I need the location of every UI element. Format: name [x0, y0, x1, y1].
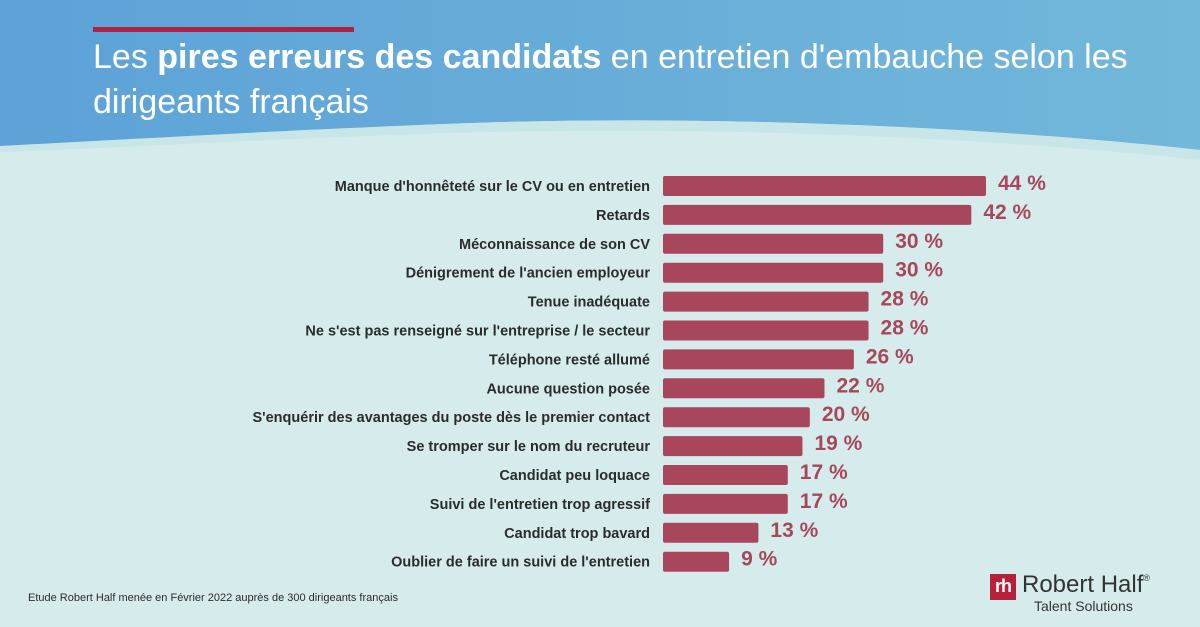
logo-subtitle: Talent Solutions [1034, 598, 1133, 614]
bar [663, 465, 788, 485]
bar [663, 551, 730, 572]
value-label: 22 % [837, 374, 885, 397]
footnote: Etude Robert Half menée en Février 2022 … [28, 592, 398, 604]
value-label: 20 % [822, 403, 870, 426]
title-prefix: Les [93, 38, 158, 76]
bar [663, 522, 759, 543]
bar [663, 378, 825, 399]
bar [663, 291, 869, 312]
value-label: 30 % [895, 230, 943, 253]
title-accent-line [93, 27, 354, 32]
category-label: Ne s'est pas renseigné sur l'entreprise … [305, 324, 650, 340]
bar [663, 436, 803, 457]
chart-title: Les pires erreurs des candidats en entre… [93, 35, 1173, 125]
category-label: Suivi de l'entretien trop agressif [430, 497, 650, 513]
logo-registered: ® [1143, 573, 1151, 583]
bar [663, 262, 884, 283]
value-label: 26 % [866, 345, 914, 368]
value-label: 17 % [800, 461, 848, 484]
bar [663, 349, 854, 370]
bar [663, 320, 869, 341]
category-label: Tenue inadéquate [528, 295, 650, 311]
value-label: 19 % [814, 432, 862, 455]
bar [663, 176, 986, 196]
title-suffix: en entretien d'embauche selon les dirige… [93, 38, 1128, 121]
bar [663, 233, 884, 254]
value-label: 42 % [983, 201, 1031, 224]
value-label: 30 % [895, 259, 943, 282]
category-label: Téléphone resté allumé [489, 352, 650, 368]
category-label: Candidat trop bavard [504, 526, 650, 542]
category-label: Se tromper sur le nom du recruteur [407, 439, 651, 455]
category-label: Oublier de faire un suivi de l'entretien [391, 555, 650, 571]
value-label: 28 % [881, 288, 929, 311]
category-label: Dénigrement de l'ancien employeur [406, 266, 651, 282]
bar [663, 204, 972, 225]
robert-half-logo: rh Robert Half® Talent Solutions [990, 571, 1180, 617]
title-bold: pires erreurs des candidats [157, 38, 602, 76]
value-label: 9 % [741, 548, 778, 571]
category-label: Manque d'honnêteté sur le CV ou en entre… [335, 179, 650, 195]
category-label: S'enquérir des avantages du poste dès le… [253, 410, 651, 426]
value-label: 13 % [770, 519, 818, 542]
logo-mark-icon: rh [990, 574, 1016, 600]
category-label: Aucune question posée [486, 381, 650, 397]
value-label: 28 % [881, 317, 929, 340]
value-label: 44 % [998, 172, 1046, 195]
category-label: Retards [596, 208, 650, 224]
logo-name: Robert Half® [1022, 571, 1150, 599]
bar [663, 493, 788, 514]
category-label: Méconnaissance de son CV [459, 237, 650, 253]
bar [663, 407, 810, 428]
logo-name-text: Robert Half [1022, 571, 1144, 598]
value-label: 17 % [800, 490, 848, 513]
category-label: Candidat peu loquace [499, 468, 650, 484]
